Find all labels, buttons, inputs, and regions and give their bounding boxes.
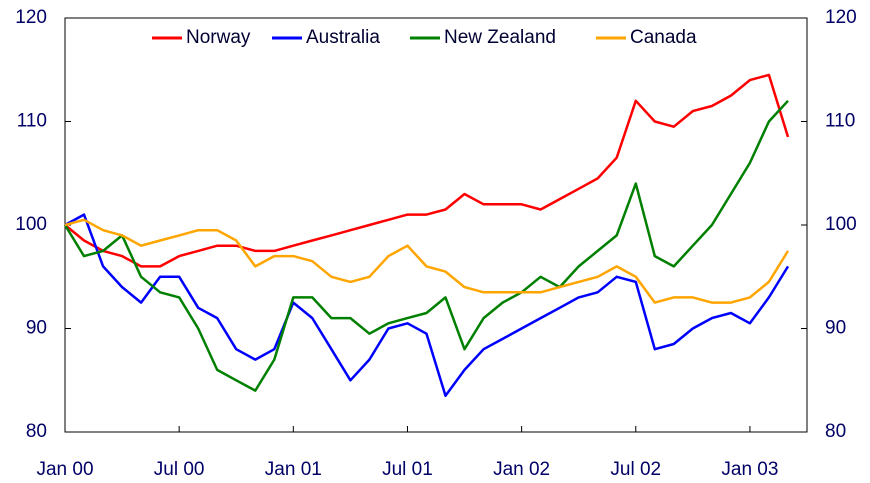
legend-label: New Zealand bbox=[444, 27, 556, 48]
x-tick-label: Jan 01 bbox=[265, 459, 322, 480]
y-tick-label: 120 bbox=[15, 7, 47, 28]
y2-tick-label: 90 bbox=[825, 318, 846, 339]
plot-frame bbox=[64, 17, 808, 433]
series-line bbox=[63, 99, 789, 392]
y2-tick-label: 80 bbox=[825, 421, 846, 442]
y2-tick-label: 110 bbox=[825, 111, 855, 132]
legend: Norway Australia New Zealand Canada bbox=[152, 27, 697, 48]
x-tick-label: Jul 00 bbox=[154, 459, 205, 480]
legend-label: Canada bbox=[630, 27, 697, 48]
x-tick-label: Jan 02 bbox=[493, 459, 550, 480]
legend-label: Australia bbox=[306, 27, 380, 48]
x-tick-label: Jan 03 bbox=[721, 459, 778, 480]
series-line bbox=[64, 218, 790, 304]
y2-tick-label: 120 bbox=[825, 7, 857, 28]
y-tick-label: 90 bbox=[26, 318, 47, 339]
y-tick-label: 80 bbox=[26, 421, 47, 442]
x-tick-label: Jul 01 bbox=[382, 459, 433, 480]
y-tick-label: 100 bbox=[15, 214, 47, 235]
series-line bbox=[64, 213, 790, 398]
legend-label: Norway bbox=[186, 27, 251, 48]
y2-tick-label: 100 bbox=[825, 214, 857, 235]
y-tick-label: 110 bbox=[17, 111, 47, 132]
series-line bbox=[64, 73, 790, 268]
x-tick-label: Jan 00 bbox=[36, 459, 93, 480]
x-tick-label: Jul 02 bbox=[610, 459, 661, 480]
